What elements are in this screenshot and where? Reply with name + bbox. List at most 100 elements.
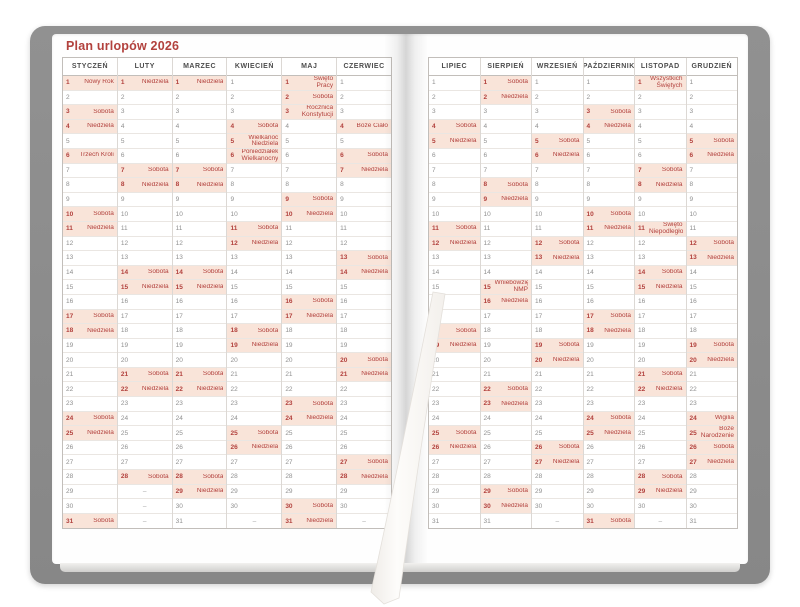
day-number: 22 bbox=[340, 385, 348, 393]
day-number: 3 bbox=[66, 108, 70, 116]
day-cell: 26 bbox=[635, 441, 686, 456]
day-number: 2 bbox=[285, 93, 289, 101]
day-label: Sobota bbox=[312, 94, 334, 101]
month-column: LIPIEC 1 2 3 4 Sobota 5 Niedziela 6 7 8 9 10 11 Sobota… bbox=[429, 58, 481, 529]
day-number: 12 bbox=[285, 239, 293, 247]
day-number: 17 bbox=[483, 312, 491, 320]
day-label: Sobota bbox=[661, 269, 683, 276]
day-cell: 3 bbox=[532, 105, 583, 120]
day-number: 16 bbox=[638, 298, 646, 306]
day-number: 5 bbox=[483, 137, 488, 145]
empty-day-dash: – bbox=[252, 517, 257, 525]
day-number: 2 bbox=[586, 93, 591, 101]
day-number: 22 bbox=[586, 385, 594, 393]
day-label: Sobota bbox=[661, 371, 683, 378]
day-number: 2 bbox=[638, 93, 642, 101]
day-number: 28 bbox=[689, 473, 697, 481]
month-header: GRUDZIEŃ bbox=[686, 58, 737, 76]
day-cell: 4 Sobota bbox=[429, 119, 480, 135]
day-number: 3 bbox=[432, 108, 436, 116]
day-cell: 17 bbox=[686, 310, 737, 325]
day-number: 6 bbox=[230, 152, 235, 160]
day-number: 21 bbox=[66, 371, 74, 379]
day-number: 12 bbox=[66, 239, 74, 247]
day-cell: 16 bbox=[63, 295, 117, 310]
day-cell: 2 bbox=[532, 91, 583, 106]
day-cell: 17 bbox=[532, 310, 583, 325]
day-label: Niedziela bbox=[604, 123, 631, 130]
day-cell: 29 bbox=[337, 485, 391, 500]
day-number: 11 bbox=[175, 225, 183, 233]
day-cell: 2 bbox=[172, 91, 227, 106]
day-number: 22 bbox=[66, 385, 74, 393]
day-cell: 25 bbox=[635, 426, 686, 441]
day-cell: 16 bbox=[429, 295, 480, 310]
day-cell: 3 bbox=[635, 105, 686, 120]
day-cell: 25 bbox=[532, 426, 583, 441]
day-cell: 3 bbox=[117, 105, 172, 120]
month-column: CZERWIEC 1 2 3 4 Boże Ciało 5 6 Sobota 7 Niedziela… bbox=[337, 58, 391, 528]
day-number: 5 bbox=[285, 137, 289, 145]
day-number: 9 bbox=[340, 196, 344, 204]
day-number: 30 bbox=[586, 502, 594, 510]
day-cell: 19 Niedziela bbox=[429, 338, 480, 354]
day-number: 1 bbox=[586, 79, 591, 87]
day-cell: 17 bbox=[172, 310, 227, 325]
day-label: Niedziela bbox=[552, 152, 580, 159]
day-number: 8 bbox=[689, 181, 694, 189]
day-cell: 3 Sobota bbox=[63, 105, 117, 120]
day-number: 4 bbox=[586, 123, 591, 131]
day-cell: 5 bbox=[337, 134, 391, 149]
day-label: Sobota bbox=[148, 269, 169, 276]
day-cell: 6 Niedziela bbox=[532, 148, 583, 164]
month-column: LISTOPAD 1 Wszystkich Świętych 2 3 4 5 6 7 Sobota… bbox=[635, 58, 687, 529]
day-cell: 16 Sobota bbox=[282, 294, 337, 310]
day-number: 15 bbox=[66, 283, 74, 291]
day-label: Sobota bbox=[610, 312, 631, 319]
day-number: 4 bbox=[175, 123, 180, 131]
day-number: 26 bbox=[175, 444, 183, 452]
day-number: 21 bbox=[340, 371, 348, 379]
day-number: 25 bbox=[638, 429, 646, 437]
day-cell: 31 bbox=[173, 514, 227, 529]
day-cell: 17 bbox=[117, 310, 172, 325]
day-number: 19 bbox=[535, 341, 543, 349]
day-number: 12 bbox=[535, 239, 543, 247]
day-number: 11 bbox=[586, 225, 594, 233]
day-number: 22 bbox=[175, 385, 183, 393]
day-cell: 23 bbox=[429, 397, 480, 412]
day-cell: 28 Sobota bbox=[172, 470, 227, 485]
day-cell: 11 bbox=[337, 222, 391, 237]
day-cell: 14 Sobota bbox=[117, 265, 172, 281]
day-cell: 6 bbox=[429, 149, 480, 164]
day-cell: 28 bbox=[282, 470, 337, 485]
day-cell: 8 bbox=[532, 178, 583, 193]
day-number: 14 bbox=[230, 269, 238, 277]
day-cell: 20 bbox=[480, 353, 531, 368]
month-header: SIERPIEŃ bbox=[480, 58, 531, 76]
day-cell: – bbox=[117, 485, 172, 500]
day-number: 21 bbox=[285, 371, 293, 379]
day-cell: 23 bbox=[532, 397, 583, 412]
day-number: 1 bbox=[535, 79, 539, 87]
day-number: 30 bbox=[285, 502, 293, 510]
day-number: 3 bbox=[340, 108, 344, 116]
day-number: 29 bbox=[66, 487, 74, 495]
day-number: 30 bbox=[689, 502, 697, 510]
day-number: 4 bbox=[285, 123, 289, 131]
day-cell: 28 bbox=[227, 470, 282, 485]
day-number: 8 bbox=[285, 181, 289, 189]
day-number: 19 bbox=[285, 341, 293, 349]
day-number: 18 bbox=[483, 327, 491, 335]
day-number: 14 bbox=[120, 269, 129, 277]
day-label: Wniebowzięcie NMP bbox=[494, 280, 529, 294]
day-cell: 21 Sobota bbox=[117, 367, 172, 383]
day-cell: 28 Sobota bbox=[117, 470, 172, 485]
day-cell: 20 bbox=[635, 353, 686, 368]
day-cell: 2 bbox=[583, 91, 634, 106]
day-cell: 7 Sobota bbox=[635, 163, 686, 179]
day-number: 24 bbox=[432, 414, 440, 422]
day-cell: 4 Niedziela bbox=[63, 119, 117, 135]
day-label: Niedziela bbox=[87, 429, 114, 436]
day-label: Boże Narodzenie bbox=[700, 426, 734, 440]
